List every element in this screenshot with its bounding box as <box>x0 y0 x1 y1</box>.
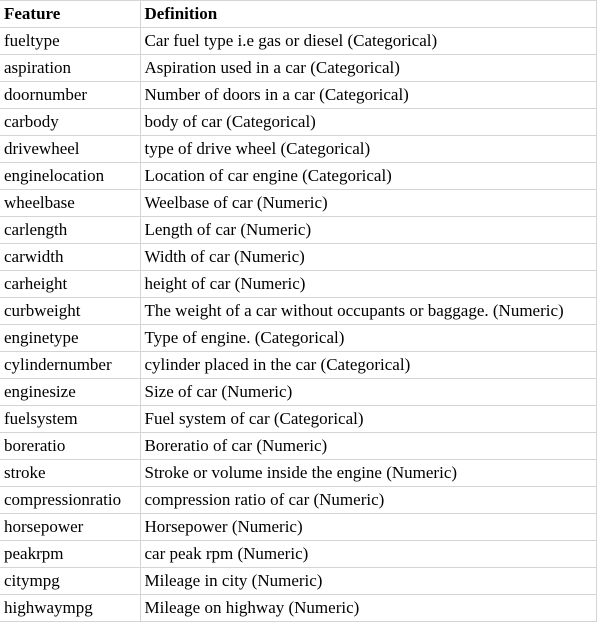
definition-cell[interactable]: Width of car (Numeric) <box>139 243 597 271</box>
feature-cell[interactable]: carwidth <box>0 243 141 271</box>
table-row: stroke Stroke or volume inside the engine… <box>0 459 597 487</box>
feature-cell[interactable]: horsepower <box>0 513 141 541</box>
table-row: doornumber Number of doors in a car (Cate… <box>0 81 597 109</box>
definition-cell[interactable]: Type of engine. (Categorical) <box>139 324 597 352</box>
table-row: carlength Length of car (Numeric) <box>0 216 597 244</box>
feature-cell[interactable]: doornumber <box>0 81 141 109</box>
definition-cell[interactable]: The weight of a car without occupants or… <box>139 297 597 325</box>
table-row: enginetype Type of engine. (Categorical) <box>0 324 597 352</box>
table-row: carbody body of car (Categorical) <box>0 108 597 136</box>
definition-cell[interactable]: Location of car engine (Categorical) <box>139 162 597 190</box>
definition-cell[interactable]: body of car (Categorical) <box>139 108 597 136</box>
definition-cell[interactable]: compression ratio of car (Numeric) <box>139 486 597 514</box>
feature-cell[interactable]: cylindernumber <box>0 351 141 379</box>
table-row: drivewheel type of drive wheel (Categoric… <box>0 135 597 163</box>
feature-cell[interactable]: fuelsystem <box>0 405 141 433</box>
feature-cell[interactable]: aspiration <box>0 54 141 82</box>
table-row: peakrpm car peak rpm (Numeric) <box>0 540 597 568</box>
feature-cell[interactable]: wheelbase <box>0 189 141 217</box>
definition-cell[interactable]: Aspiration used in a car (Categorical) <box>139 54 597 82</box>
feature-cell[interactable]: stroke <box>0 459 141 487</box>
definition-cell[interactable]: cylinder placed in the car (Categorical) <box>139 351 597 379</box>
feature-cell[interactable]: enginetype <box>0 324 141 352</box>
table-row: citympg Mileage in city (Numeric) <box>0 567 597 595</box>
table-row: fueltype Car fuel type i.e gas or diesel … <box>0 27 597 55</box>
definition-cell[interactable]: Car fuel type i.e gas or diesel (Categor… <box>139 27 597 55</box>
table-row: horsepower Horsepower (Numeric) <box>0 513 597 541</box>
definition-cell[interactable]: Stroke or volume inside the engine (Nume… <box>139 459 597 487</box>
table-row: fuelsystem Fuel system of car (Categorica… <box>0 405 597 433</box>
table-row: carwidth Width of car (Numeric) <box>0 243 597 271</box>
feature-cell[interactable]: enginesize <box>0 378 141 406</box>
feature-cell[interactable]: compressionratio <box>0 486 141 514</box>
table-row: enginesize Size of car (Numeric) <box>0 378 597 406</box>
feature-cell[interactable]: boreratio <box>0 432 141 460</box>
table-row: cylindernumber cylinder placed in the car… <box>0 351 597 379</box>
definition-cell[interactable]: Size of car (Numeric) <box>139 378 597 406</box>
header-row: Feature Definition <box>0 0 597 28</box>
feature-cell[interactable]: citympg <box>0 567 141 595</box>
table-row: curbweight The weight of a car without oc… <box>0 297 597 325</box>
feature-cell[interactable]: drivewheel <box>0 135 141 163</box>
header-definition[interactable]: Definition <box>139 0 597 28</box>
definition-cell[interactable]: Mileage on highway (Numeric) <box>139 594 597 622</box>
definition-cell[interactable]: Number of doors in a car (Categorical) <box>139 81 597 109</box>
table-row: carheight height of car (Numeric) <box>0 270 597 298</box>
feature-cell[interactable]: highwaympg <box>0 594 141 622</box>
header-feature[interactable]: Feature <box>0 0 141 28</box>
table-row: wheelbase Weelbase of car (Numeric) <box>0 189 597 217</box>
definition-cell[interactable]: Weelbase of car (Numeric) <box>139 189 597 217</box>
definition-cell[interactable]: Fuel system of car (Categorical) <box>139 405 597 433</box>
feature-cell[interactable]: peakrpm <box>0 540 141 568</box>
feature-cell[interactable]: carlength <box>0 216 141 244</box>
feature-cell[interactable]: enginelocation <box>0 162 141 190</box>
definition-cell[interactable]: Horsepower (Numeric) <box>139 513 597 541</box>
definition-cell[interactable]: type of drive wheel (Categorical) <box>139 135 597 163</box>
feature-cell[interactable]: curbweight <box>0 297 141 325</box>
definition-cell[interactable]: Length of car (Numeric) <box>139 216 597 244</box>
table-row: aspiration Aspiration used in a car (Cate… <box>0 54 597 82</box>
feature-cell[interactable]: carheight <box>0 270 141 298</box>
definition-cell[interactable]: Mileage in city (Numeric) <box>139 567 597 595</box>
feature-cell[interactable]: carbody <box>0 108 141 136</box>
table-row: compressionratio compression ratio of car… <box>0 486 597 514</box>
definition-cell[interactable]: height of car (Numeric) <box>139 270 597 298</box>
feature-cell[interactable]: fueltype <box>0 27 141 55</box>
table-row: enginelocation Location of car engine (Ca… <box>0 162 597 190</box>
definition-cell[interactable]: Boreratio of car (Numeric) <box>139 432 597 460</box>
definition-cell[interactable]: car peak rpm (Numeric) <box>139 540 597 568</box>
table-row: boreratio Boreratio of car (Numeric) <box>0 432 597 460</box>
table-row: highwaympg Mileage on highway (Numeric) <box>0 594 597 622</box>
